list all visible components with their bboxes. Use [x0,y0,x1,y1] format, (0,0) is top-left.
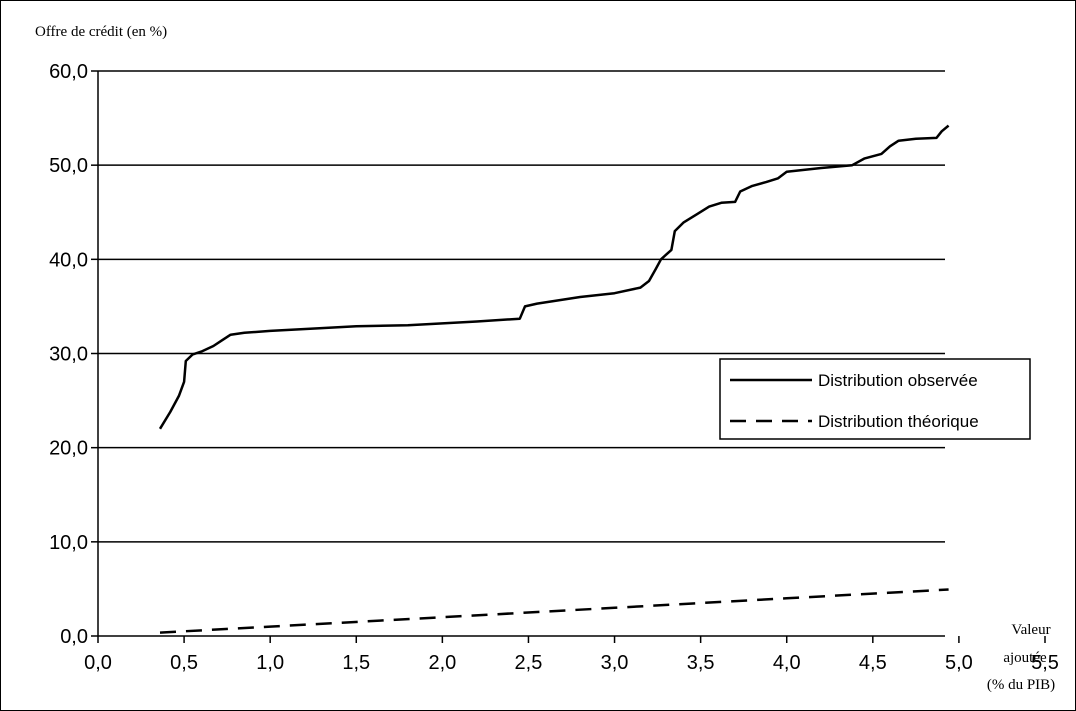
x-tick-label-7: 3,5 [687,652,715,674]
x-tick-label-2: 1,0 [256,652,284,674]
x-tick-label-9: 4,5 [859,652,887,674]
legend-label-theoretical: Distribution théorique [818,412,979,431]
x-tick-label-0: 0,0 [84,652,112,674]
series-layer [158,124,950,634]
x-tick-label-8: 4,0 [773,652,801,674]
x-tick-labels: 0,0 0,5 1,0 1,5 2,0 2,5 3,0 3,5 4,0 4,5 5,0 5,5 [84,652,1059,674]
x-axis-label-line-2: ajoutée [1003,650,1047,666]
y-axis-label: Offre de crédit (en %) [35,24,167,40]
y-tick-labels: 0,0 10,0 20,0 30,0 40,0 50,0 60,0 [49,61,88,648]
legend-box [719,358,1031,440]
y-tick-label-5: 50,0 [49,155,88,177]
x-tick-label-10: 5,0 [945,652,973,674]
y-tick-label-3: 30,0 [49,344,88,366]
legend: Distribution observée Distribution théor… [719,358,1031,440]
grid-lines [98,70,945,543]
y-tick-label-4: 40,0 [49,249,88,271]
x-axis-label-line-1: Valeur [1011,622,1050,638]
x-tick-label-6: 3,0 [601,652,629,674]
axes [91,70,1046,643]
series-line-theoretical [159,588,949,634]
y-tick-label-1: 10,0 [49,532,88,554]
x-tick-label-5: 2,5 [515,652,543,674]
x-tick-label-1: 0,5 [170,652,198,674]
series-line-observed [158,124,950,430]
legend-label-observed: Distribution observée [818,371,978,390]
x-tick-label-4: 2,0 [428,652,456,674]
y-tick-label-2: 20,0 [49,438,88,460]
y-tick-label-6: 60,0 [49,61,88,83]
x-tick-label-3: 1,5 [342,652,370,674]
x-axis-label-line-3: (% du PIB) [987,677,1055,693]
y-tick-label-0: 0,0 [60,626,88,648]
x-tick-label-11: 5,5 [1031,652,1059,674]
